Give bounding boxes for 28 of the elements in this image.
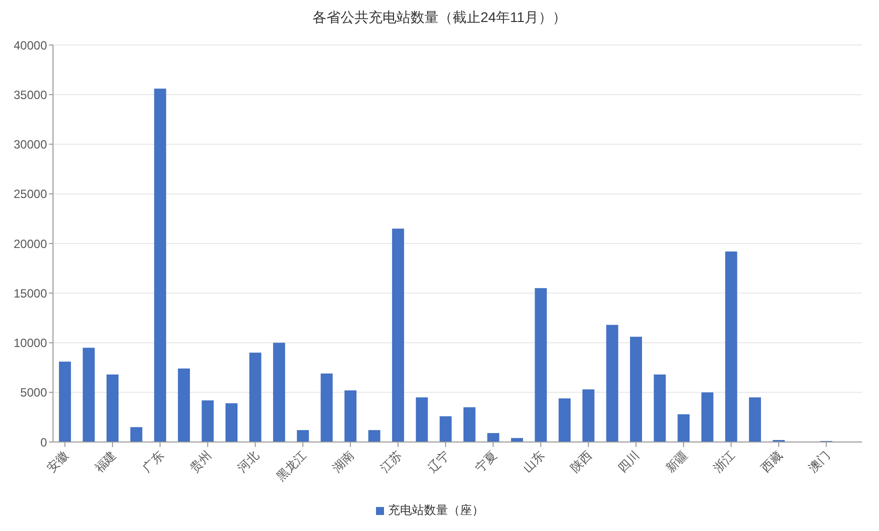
- x-tick-label: 广东: [140, 448, 166, 476]
- x-tick-label: 浙江: [710, 448, 738, 476]
- y-tick-label: 15000: [14, 286, 48, 300]
- y-tick-label: 20000: [14, 236, 48, 251]
- x-tick-label: 宁夏: [472, 448, 500, 476]
- x-tick-label: 山东: [520, 448, 548, 476]
- y-tick-label: 25000: [14, 187, 48, 202]
- y-tick-label: 35000: [14, 88, 48, 102]
- legend-label: 充电站数量（座）: [388, 503, 484, 517]
- x-tick-label: 澳门: [806, 448, 833, 476]
- x-tick-label: 黑龙江: [274, 448, 310, 484]
- x-tick-label: 陕西: [568, 448, 595, 476]
- y-tick-label: 10000: [14, 336, 48, 350]
- y-tick-label: 0: [40, 435, 48, 450]
- x-tick-label: 安徽: [44, 448, 72, 476]
- x-tick-label: 贵州: [187, 448, 214, 476]
- x-tick-label: 四川: [615, 448, 642, 476]
- y-tick-label: 40000: [14, 38, 48, 52]
- y-tick-label: 30000: [14, 138, 48, 152]
- x-tick-label: 福建: [92, 448, 119, 476]
- x-tick-label: 河北: [234, 448, 262, 476]
- y-tick-label: 5000: [20, 386, 48, 400]
- chart-title: 各省公共充电站数量（截止24年11月））: [311, 8, 568, 26]
- x-tick-label: 湖南: [330, 448, 357, 476]
- x-tick-label: 新疆: [663, 448, 690, 476]
- x-tick-label: 西藏: [758, 448, 786, 476]
- x-tick-label: 江苏: [378, 448, 404, 476]
- x-tick-label: 辽宁: [425, 448, 452, 476]
